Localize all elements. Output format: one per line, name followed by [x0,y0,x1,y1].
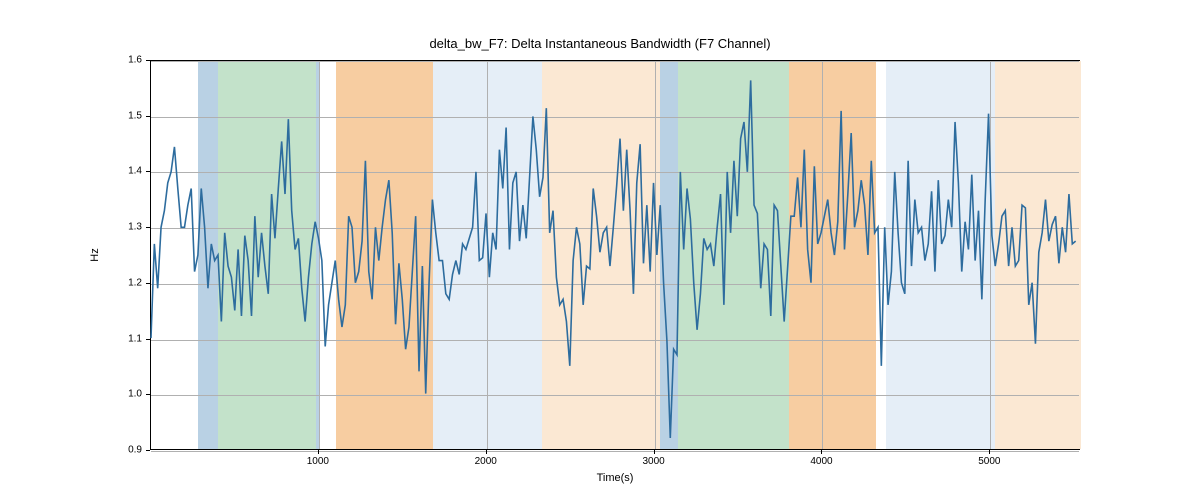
chart-container: delta_bw_F7: Delta Instantaneous Bandwid… [0,0,1200,500]
x-tick-label: 1000 [307,456,329,467]
y-tick [146,283,150,284]
x-tick-label: 2000 [475,456,497,467]
y-axis-label: Hz [89,248,101,261]
y-tick-label: 1.4 [114,166,142,177]
x-tick [821,450,822,454]
x-tick [486,450,487,454]
y-tick-label: 1.0 [114,389,142,400]
y-tick-label: 1.2 [114,277,142,288]
y-tick-label: 1.6 [114,55,142,66]
x-tick [318,450,319,454]
x-tick-label: 5000 [978,456,1000,467]
y-tick [146,394,150,395]
gridline-horizontal [151,451,1079,452]
x-tick [989,450,990,454]
y-tick-label: 0.9 [114,445,142,456]
y-tick-label: 1.5 [114,110,142,121]
y-tick [146,450,150,451]
x-axis-label: Time(s) [597,472,634,484]
x-tick-label: 4000 [810,456,832,467]
y-tick [146,116,150,117]
x-tick [654,450,655,454]
y-tick [146,339,150,340]
y-tick-label: 1.3 [114,222,142,233]
y-tick-label: 1.1 [114,333,142,344]
signal-line [151,80,1076,438]
y-tick [146,60,150,61]
plot-area [150,60,1080,450]
y-tick [146,171,150,172]
line-series [151,61,1079,449]
chart-title: delta_bw_F7: Delta Instantaneous Bandwid… [0,36,1200,51]
x-tick-label: 3000 [642,456,664,467]
y-tick [146,227,150,228]
